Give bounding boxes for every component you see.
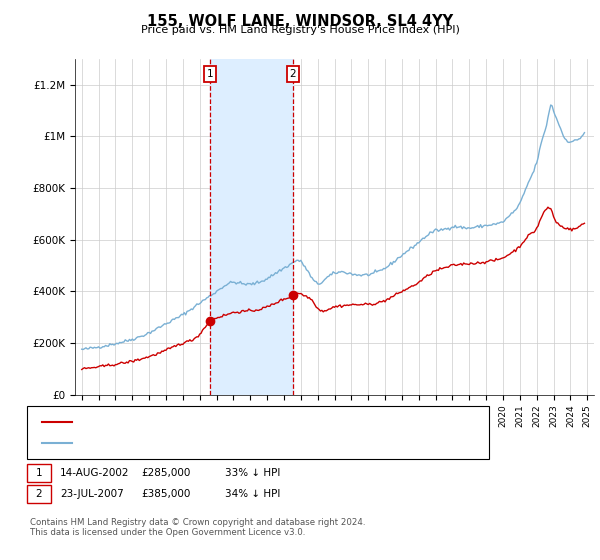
Text: £385,000: £385,000 [141,489,190,499]
Text: 155, WOLF LANE, WINDSOR, SL4 4YY (detached house): 155, WOLF LANE, WINDSOR, SL4 4YY (detach… [81,417,356,427]
Text: Price paid vs. HM Land Registry's House Price Index (HPI): Price paid vs. HM Land Registry's House … [140,25,460,35]
Text: 23-JUL-2007: 23-JUL-2007 [60,489,124,499]
Text: 2: 2 [35,489,43,499]
Text: 1: 1 [35,468,43,478]
Text: 2: 2 [290,69,296,79]
Text: 1: 1 [207,69,214,79]
Text: 34% ↓ HPI: 34% ↓ HPI [225,489,280,499]
Text: £285,000: £285,000 [141,468,190,478]
Bar [210,59,293,395]
Text: 14-AUG-2002: 14-AUG-2002 [60,468,130,478]
Text: 155, WOLF LANE, WINDSOR, SL4 4YY: 155, WOLF LANE, WINDSOR, SL4 4YY [147,14,453,29]
Text: HPI: Average price, detached house, Windsor and Maidenhead: HPI: Average price, detached house, Wind… [81,438,392,448]
Text: 33% ↓ HPI: 33% ↓ HPI [225,468,280,478]
Text: Contains HM Land Registry data © Crown copyright and database right 2024.
This d: Contains HM Land Registry data © Crown c… [30,518,365,538]
